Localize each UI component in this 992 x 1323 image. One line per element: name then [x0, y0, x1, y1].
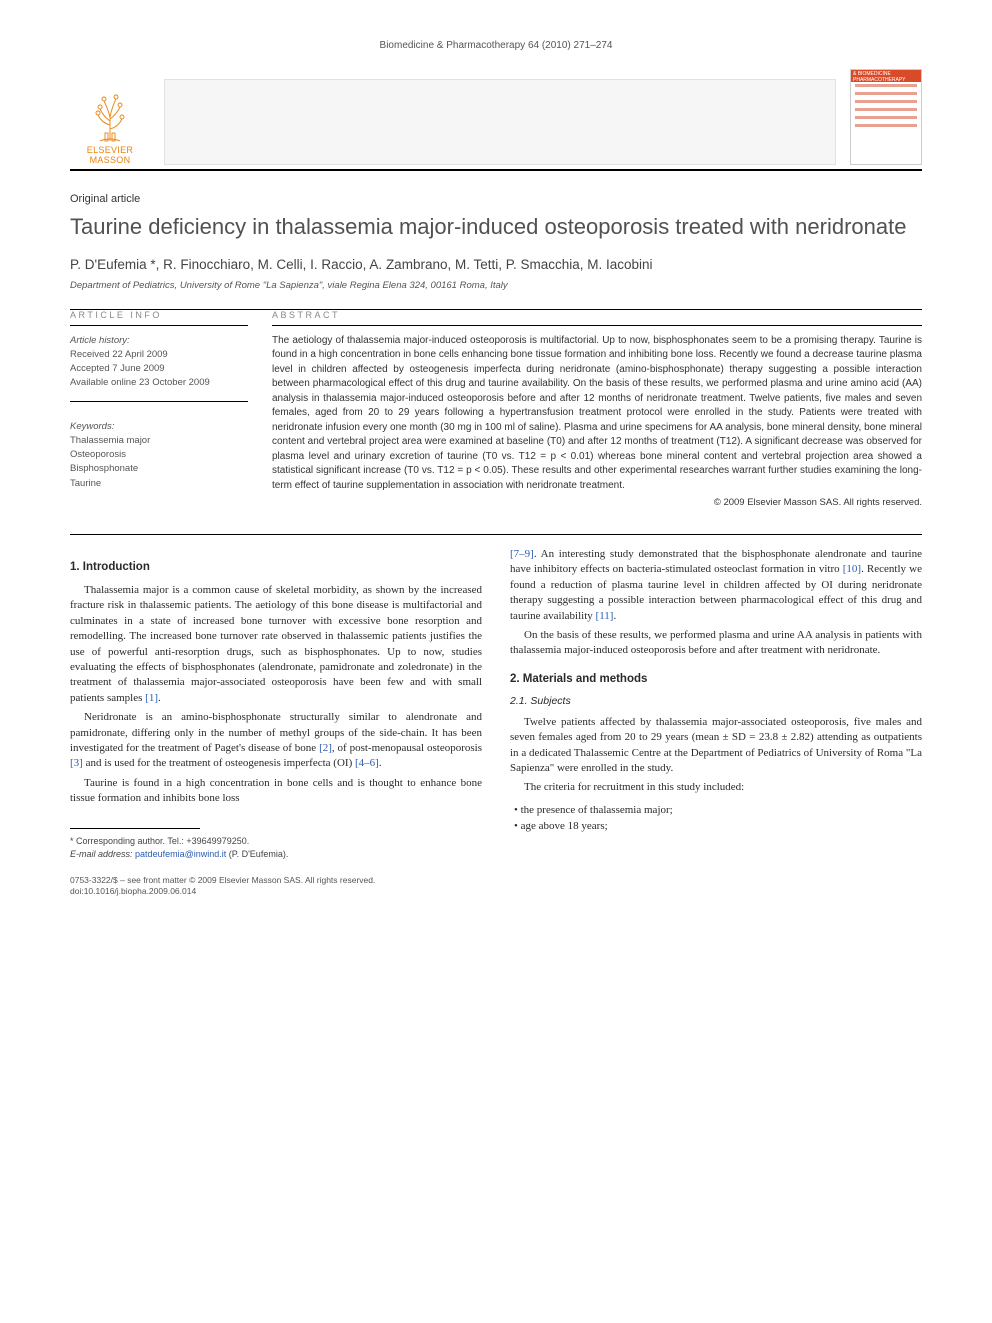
abstract-copyright: © 2009 Elsevier Masson SAS. All rights r… — [272, 497, 922, 508]
journal-header-bar: ELSEVIERMASSON & BIOMEDICINE PHARMACOTHE… — [70, 69, 922, 165]
email-link[interactable]: patdeufemia@inwind.it — [135, 849, 226, 859]
abstract-text: The aetiology of thalassemia major-induc… — [272, 334, 922, 494]
header-rule — [70, 169, 922, 171]
col2-para-1: [7–9]. An interesting study demonstrated… — [510, 547, 922, 624]
ref-link[interactable]: [4–6] — [355, 757, 379, 769]
running-head: Biomedicine & Pharmacotherapy 64 (2010) … — [70, 40, 922, 51]
section-heading-intro: 1. Introduction — [70, 561, 482, 573]
elsevier-tree-icon — [82, 83, 138, 143]
intro-para-2: Neridronate is an amino-bisphosphonate s… — [70, 710, 482, 772]
ref-link[interactable]: [7–9] — [510, 548, 534, 560]
article-info-label: ARTICLE INFO — [70, 310, 248, 326]
abstract-col: ABSTRACT The aetiology of thalassemia ma… — [272, 310, 922, 509]
footnote-rule — [70, 828, 200, 829]
keywords-block: Keywords: Thalassemia major Osteoporosis… — [70, 420, 248, 491]
methods-para-2: The criteria for recruitment in this stu… — [510, 780, 922, 795]
affiliation: Department of Pediatrics, University of … — [70, 280, 922, 291]
methods-para-1: Twelve patients affected by thalassemia … — [510, 715, 922, 777]
header-spacer-box — [164, 79, 836, 165]
inclusion-criteria-list: the presence of thalassemia major; age a… — [510, 802, 922, 835]
article-type: Original article — [70, 193, 922, 205]
abstract-label: ABSTRACT — [272, 310, 922, 326]
ref-link[interactable]: [11] — [596, 610, 614, 622]
ref-link[interactable]: [3] — [70, 757, 83, 769]
abstract-rule — [70, 534, 922, 535]
publisher-logo: ELSEVIERMASSON — [70, 75, 150, 165]
journal-cover-title: & BIOMEDICINE PHARMACOTHERAPY — [851, 70, 921, 82]
article-history: Article history: Received 22 April 2009 … — [70, 334, 248, 391]
subsection-heading-subjects: 2.1. Subjects — [510, 695, 922, 707]
article-info-col: ARTICLE INFO Article history: Received 2… — [70, 310, 248, 509]
issn-doi-block: 0753-3322/$ – see front matter © 2009 El… — [70, 875, 482, 897]
intro-para-1: Thalassemia major is a common cause of s… — [70, 583, 482, 706]
intro-para-3: Taurine is found in a high concentration… — [70, 776, 482, 807]
corresponding-author-footnote: * Corresponding author. Tel.: +396499792… — [70, 835, 482, 860]
col2-para-2: On the basis of these results, we perfor… — [510, 628, 922, 659]
ref-link[interactable]: [10] — [843, 563, 861, 575]
article-meta-row: ARTICLE INFO Article history: Received 2… — [70, 310, 922, 509]
publisher-name: ELSEVIERMASSON — [87, 145, 133, 165]
ref-link[interactable]: [2] — [319, 742, 332, 754]
ref-link[interactable]: [1] — [145, 692, 158, 704]
left-column: 1. Introduction Thalassemia major is a c… — [70, 547, 482, 897]
right-column: [7–9]. An interesting study demonstrated… — [510, 547, 922, 897]
journal-cover-thumbnail: & BIOMEDICINE PHARMACOTHERAPY — [850, 69, 922, 165]
list-item: the presence of thalassemia major; — [514, 802, 922, 819]
author-list: P. D'Eufemia *, R. Finocchiaro, M. Celli… — [70, 257, 922, 272]
section-heading-methods: 2. Materials and methods — [510, 673, 922, 685]
article-title: Taurine deficiency in thalassemia major-… — [70, 213, 922, 241]
list-item: age above 18 years; — [514, 818, 922, 835]
body-two-column: 1. Introduction Thalassemia major is a c… — [70, 547, 922, 897]
